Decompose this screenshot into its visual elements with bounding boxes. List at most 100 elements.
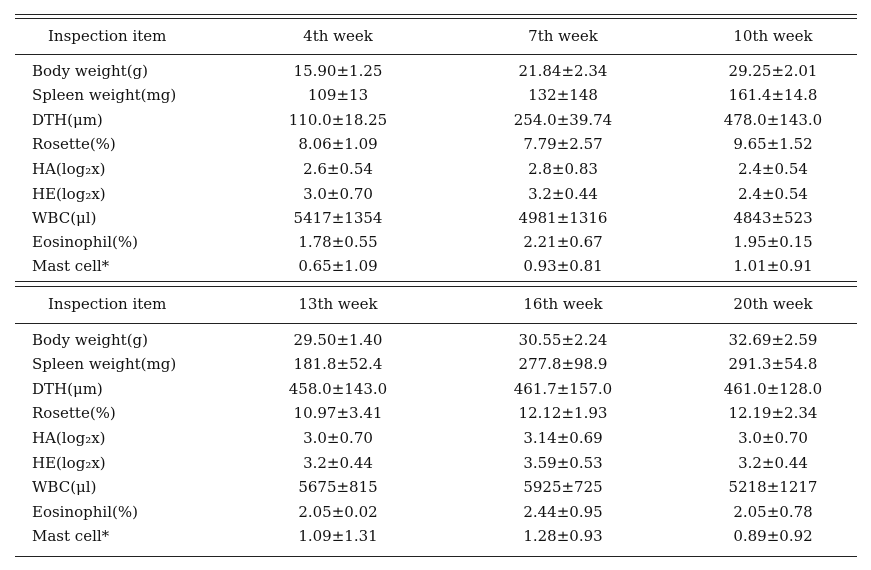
table-cell: 30.55±2.24 xyxy=(518,331,608,349)
row-label: Eosinophil(%) xyxy=(32,233,138,251)
table-rule xyxy=(15,18,857,19)
row-label: Rosette(%) xyxy=(32,135,116,153)
table-cell: 12.12±1.93 xyxy=(518,404,608,422)
table-cell: 110.0±18.25 xyxy=(288,111,388,129)
table-cell: 4843±523 xyxy=(733,209,813,227)
table-cell: 3.2±0.44 xyxy=(303,454,373,472)
table-cell: 2.4±0.54 xyxy=(738,160,808,178)
row-label: Spleen weight(mg) xyxy=(32,86,177,104)
table-cell: 7.79±2.57 xyxy=(523,135,603,153)
row-label: Mast cell* xyxy=(32,257,110,275)
table-cell: 2.8±0.83 xyxy=(528,160,598,178)
table-row: HE(log₂x) 3.0±0.70 3.2±0.44 2.4±0.54 xyxy=(15,182,857,206)
table-cell: 1.09±1.31 xyxy=(298,527,378,545)
row-label: Eosinophil(%) xyxy=(32,503,138,521)
table-cell: 2.6±0.54 xyxy=(303,160,373,178)
table-cell: 3.14±0.69 xyxy=(523,429,603,447)
table-cell: 478.0±143.0 xyxy=(723,111,823,129)
table-row: Spleen weight(mg) 109±13 132±148 161.4±14.8 xyxy=(15,83,857,107)
table-cell: 254.0±39.74 xyxy=(513,111,613,129)
table-cell: 3.59±0.53 xyxy=(523,454,603,472)
row-label: Body weight(g) xyxy=(32,62,149,80)
table-cell: 5218±1217 xyxy=(728,478,818,496)
table-rule xyxy=(15,14,857,15)
table-cell: 1.78±0.55 xyxy=(298,233,378,251)
table-cell: 3.2±0.44 xyxy=(738,454,808,472)
table-cell: 10.97±3.41 xyxy=(293,404,383,422)
row-label: HA(log₂x) xyxy=(32,429,106,447)
table-row: Mast cell* 1.09±1.31 1.28±0.93 0.89±0.92 xyxy=(15,524,857,548)
table-rule xyxy=(15,323,857,324)
row-label: WBC(μl) xyxy=(32,478,97,496)
table-cell: 181.8±52.4 xyxy=(293,355,383,373)
table-cell: 3.0±0.70 xyxy=(303,185,373,203)
table-rule xyxy=(15,281,857,282)
table-row: Eosinophil(%) 2.05±0.02 2.44±0.95 2.05±0.78 xyxy=(15,500,857,524)
table-row: Rosette(%) 8.06±1.09 7.79±2.57 9.65±1.52 xyxy=(15,132,857,156)
table-cell: 1.95±0.15 xyxy=(733,233,813,251)
table-cell: 32.69±2.59 xyxy=(728,331,818,349)
row-label: Spleen weight(mg) xyxy=(32,355,177,373)
table-cell: 1.01±0.91 xyxy=(733,257,813,275)
table-cell: 2.05±0.02 xyxy=(298,503,378,521)
table-cell: 29.25±2.01 xyxy=(728,62,818,80)
table-cell: 2.44±0.95 xyxy=(523,503,603,521)
table-cell: 3.2±0.44 xyxy=(528,185,598,203)
row-label: DTH(μm) xyxy=(32,380,103,398)
row-label: HE(log₂x) xyxy=(32,185,106,203)
table-rule xyxy=(15,54,857,55)
table-row: WBC(μl) 5675±815 5925±725 5218±1217 xyxy=(15,475,857,499)
table-cell: 29.50±1.40 xyxy=(293,331,383,349)
table-cell: 1.28±0.93 xyxy=(523,527,603,545)
table-cell: 8.06±1.09 xyxy=(298,135,378,153)
column-header: 7th week xyxy=(528,27,598,45)
row-label: Rosette(%) xyxy=(32,404,116,422)
table-cell: 461.0±128.0 xyxy=(723,380,823,398)
column-header: Inspection item xyxy=(48,295,167,313)
table-cell: 2.05±0.78 xyxy=(733,503,813,521)
table-cell: 2.4±0.54 xyxy=(738,185,808,203)
table-cell: 0.93±0.81 xyxy=(523,257,603,275)
table-cell: 0.65±1.09 xyxy=(298,257,378,275)
table-row: HA(log₂x) 3.0±0.70 3.14±0.69 3.0±0.70 xyxy=(15,426,857,450)
table-cell: 3.0±0.70 xyxy=(738,429,808,447)
row-label: WBC(μl) xyxy=(32,209,97,227)
table-row: HA(log₂x) 2.6±0.54 2.8±0.83 2.4±0.54 xyxy=(15,157,857,181)
table-cell: 2.21±0.67 xyxy=(523,233,603,251)
table-row: DTH(μm) 110.0±18.25 254.0±39.74 478.0±143.0 xyxy=(15,108,857,132)
table-row: HE(log₂x) 3.2±0.44 3.59±0.53 3.2±0.44 xyxy=(15,451,857,475)
column-header: 16th week xyxy=(523,295,603,313)
table-row: WBC(μl) 5417±1354 4981±1316 4843±523 xyxy=(15,206,857,230)
table-cell: 461.7±157.0 xyxy=(513,380,613,398)
table-header-row: Inspection item 13th week 16th week 20th we… xyxy=(15,292,857,316)
row-label: Mast cell* xyxy=(32,527,110,545)
column-header: 10th week xyxy=(733,27,813,45)
row-label: HA(log₂x) xyxy=(32,160,106,178)
table-cell: 4981±1316 xyxy=(518,209,608,227)
table-cell: 12.19±2.34 xyxy=(728,404,818,422)
table-cell: 5675±815 xyxy=(298,478,378,496)
table-row: Eosinophil(%) 1.78±0.55 2.21±0.67 1.95±0.15 xyxy=(15,230,857,254)
row-label: DTH(μm) xyxy=(32,111,103,129)
table-cell: 9.65±1.52 xyxy=(733,135,813,153)
column-header: 20th week xyxy=(733,295,813,313)
table-cell: 15.90±1.25 xyxy=(293,62,383,80)
row-label: HE(log₂x) xyxy=(32,454,106,472)
table-cell: 132±148 xyxy=(528,86,598,104)
table-cell: 3.0±0.70 xyxy=(303,429,373,447)
table-row: Mast cell* 0.65±1.09 0.93±0.81 1.01±0.91 xyxy=(15,254,857,278)
table-row: Body weight(g) 15.90±1.25 21.84±2.34 29.25±… xyxy=(15,59,857,83)
table-cell: 458.0±143.0 xyxy=(288,380,388,398)
table-cell: 21.84±2.34 xyxy=(518,62,608,80)
table-header-row: Inspection item 4th week 7th week 10th week xyxy=(15,24,857,48)
table-rule xyxy=(15,286,857,287)
table-row: Body weight(g) 29.50±1.40 30.55±2.24 32.69±… xyxy=(15,328,857,352)
table-cell: 5417±1354 xyxy=(293,209,383,227)
table-cell: 109±13 xyxy=(307,86,369,104)
table-cell: 277.8±98.9 xyxy=(518,355,608,373)
table-cell: 291.3±54.8 xyxy=(728,355,818,373)
table-cell: 0.89±0.92 xyxy=(733,527,813,545)
table-row: Spleen weight(mg) 181.8±52.4 277.8±98.9 291… xyxy=(15,352,857,376)
table-cell: 161.4±14.8 xyxy=(728,86,818,104)
table-rule xyxy=(15,556,857,557)
